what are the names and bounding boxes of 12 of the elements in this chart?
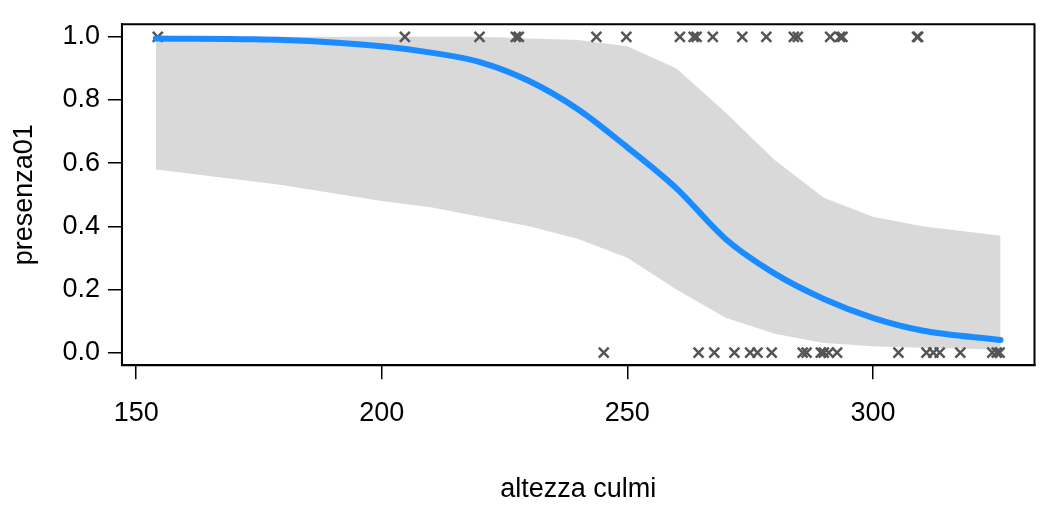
x-tick-label: 250	[604, 396, 650, 427]
x-tick-label: 200	[359, 396, 405, 427]
y-tick-label: 1.0	[62, 20, 100, 51]
y-axis-title: presenza01	[7, 124, 38, 266]
x-tick-label: 150	[113, 396, 159, 427]
x-tick-label: 300	[850, 396, 896, 427]
x-axis-title: altezza culmi	[500, 473, 657, 504]
y-tick-label: 0.2	[62, 272, 100, 303]
y-tick-label: 0.4	[62, 209, 100, 240]
y-tick-label: 0.6	[62, 146, 100, 177]
y-tick-label: 0.8	[62, 83, 100, 114]
y-tick-label: 0.0	[62, 336, 100, 367]
